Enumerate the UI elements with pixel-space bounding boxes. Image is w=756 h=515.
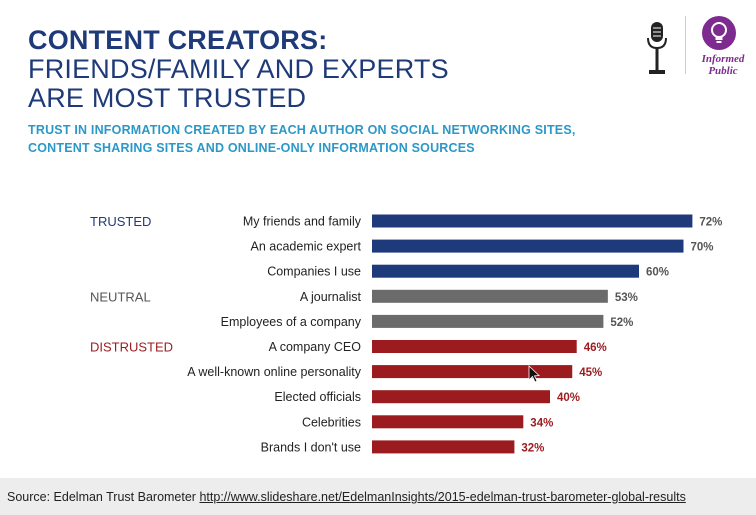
bar-a-well-known-online-personality (372, 365, 573, 379)
source-note: Source: Edelman Trust Barometer http://w… (7, 490, 686, 504)
lightbulb-icon (702, 16, 736, 50)
value-label-a-well-known-online-personality: 45% (579, 367, 602, 379)
logo-text-line-2: Public (708, 65, 738, 77)
group-label-distrusted: DISTRUSTED (90, 340, 173, 355)
source-bar: Source: Edelman Trust Barometer http://w… (0, 478, 756, 515)
microphone-icon (647, 22, 667, 74)
bar-elected-officials (372, 390, 550, 404)
mouse-cursor-icon (528, 365, 540, 383)
bar-celebrities (372, 415, 524, 429)
category-label-elected-officials: Elected officials (274, 390, 361, 404)
category-label-a-company-ceo: A company CEO (269, 340, 362, 354)
category-label-an-academic-expert: An academic expert (251, 240, 362, 254)
group-label-neutral: NEUTRAL (90, 289, 151, 304)
value-label-elected-officials: 40% (557, 392, 580, 404)
bar-my-friends-and-family (372, 214, 693, 228)
title-line-3: ARE MOST TRUSTED (28, 83, 307, 113)
bar-employees-of-a-company (372, 314, 604, 328)
bar-companies-i-use (372, 264, 639, 278)
trust-bar-chart: My friends and family 72% An academic expe… (90, 214, 722, 454)
source-prefix: Source: Edelman Trust Barometer (7, 490, 196, 504)
slide: CONTENT CREATORS: FRIENDS/FAMILY AND EXP… (0, 0, 756, 478)
bar-an-academic-expert (372, 239, 684, 253)
value-label-an-academic-expert: 70% (691, 242, 714, 254)
subtitle-line-2: CONTENT SHARING SITES AND ONLINE-ONLY IN… (28, 141, 475, 155)
value-label-my-friends-and-family: 72% (699, 217, 722, 229)
value-label-celebrities: 34% (530, 417, 553, 429)
informed-public-logo: Informed Public (638, 10, 756, 77)
value-label-brands-i-don-t-use: 32% (521, 442, 544, 454)
bar-brands-i-don-t-use (372, 440, 515, 454)
page-title: CONTENT CREATORS: FRIENDS/FAMILY AND EXP… (28, 26, 449, 113)
title-line-2: FRIENDS/FAMILY AND EXPERTS (28, 54, 449, 84)
subtitle-line-1: TRUST IN INFORMATION CREATED BY EACH AUT… (28, 123, 576, 137)
source-link[interactable]: http://www.slideshare.net/EdelmanInsight… (199, 490, 686, 504)
category-label-my-friends-and-family: My friends and family (243, 215, 362, 229)
logo-divider (685, 16, 686, 74)
category-label-a-journalist: A journalist (300, 290, 362, 304)
logo-text: Informed Public (690, 53, 756, 77)
value-label-a-company-ceo: 46% (584, 342, 607, 354)
category-label-employees-of-a-company: Employees of a company (221, 315, 362, 329)
category-label-companies-i-use: Companies I use (267, 265, 361, 279)
logo-text-line-1: Informed (701, 53, 745, 65)
category-label-brands-i-don-t-use: Brands I don't use (261, 440, 361, 454)
title-line-1: CONTENT CREATORS: (28, 25, 328, 55)
category-label-a-well-known-online-personality: A well-known online personality (187, 365, 361, 379)
value-label-companies-i-use: 60% (646, 267, 669, 279)
chart-subtitle: TRUST IN INFORMATION CREATED BY EACH AUT… (28, 121, 608, 157)
bar-a-company-ceo (372, 340, 577, 353)
value-label-employees-of-a-company: 52% (610, 317, 633, 329)
bar-a-journalist (372, 289, 608, 303)
category-label-celebrities: Celebrities (302, 415, 361, 429)
value-label-a-journalist: 53% (615, 292, 638, 304)
group-label-trusted: TRUSTED (90, 214, 151, 229)
